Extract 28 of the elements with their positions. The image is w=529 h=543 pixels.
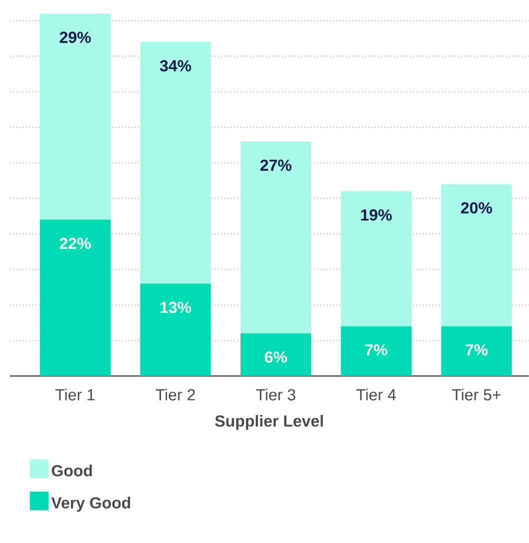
data-label: 20%: [461, 202, 492, 214]
data-label: 13%: [160, 302, 192, 314]
data-label: 29%: [60, 32, 91, 43]
x-tick-label: Tier 1: [55, 388, 95, 400]
x-tick-label: Tier 5+: [452, 388, 501, 400]
data-label: 6%: [264, 351, 287, 363]
x-tick-label: Tier 4: [356, 388, 396, 400]
x-axis-title: Supplier Level: [215, 414, 323, 430]
data-label: 7%: [365, 344, 388, 356]
bar: [441, 184, 512, 326]
data-label: 27%: [260, 160, 292, 171]
bar: [40, 220, 111, 376]
data-label: 34%: [160, 60, 192, 72]
bar: [340, 326, 412, 376]
bar: [140, 284, 211, 376]
bar: [340, 191, 412, 326]
bar: [240, 333, 312, 376]
bar: [140, 42, 211, 284]
legend-label: Very Good: [51, 496, 130, 512]
data-label: 22%: [60, 238, 91, 250]
x-tick-label: Tier 2: [156, 388, 195, 400]
data-label: 7%: [466, 344, 488, 356]
x-tick-label: Tier 3: [256, 388, 296, 400]
bar: [441, 326, 512, 376]
legend-label: Good: [52, 464, 92, 476]
bar: [40, 14, 111, 220]
data-label: 19%: [361, 209, 392, 221]
bar: [240, 142, 312, 334]
